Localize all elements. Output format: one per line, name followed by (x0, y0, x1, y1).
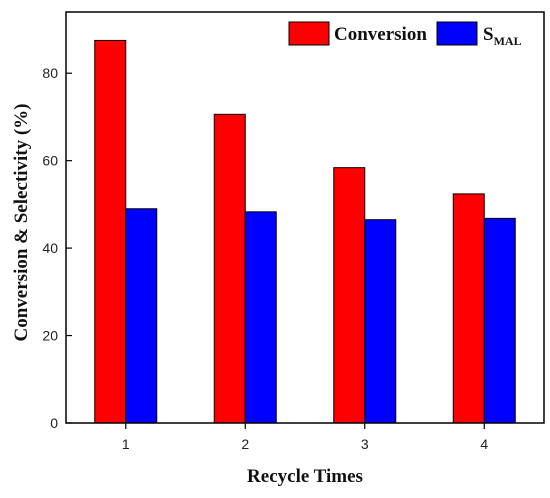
bar-conversion-1 (94, 39, 127, 424)
x-tick-label-2: 2 (241, 436, 249, 452)
bar-conversion-2 (213, 113, 246, 424)
legend-swatch-conversion (288, 21, 330, 46)
legend-swatch-smal (436, 21, 478, 46)
bar-smal-3 (364, 219, 397, 424)
bar-smal-2 (244, 211, 277, 424)
legend: Conversion SMAL (288, 21, 522, 48)
legend-label-conversion: Conversion (334, 24, 427, 45)
y-axis-label: Conversion & Selectivity (%) (11, 104, 32, 342)
plot-frame (65, 11, 545, 424)
x-tick-label-1: 1 (122, 436, 130, 452)
bar-conversion-4 (452, 193, 485, 424)
legend-label-smal: SMAL (483, 24, 522, 48)
bar-smal-1 (125, 208, 158, 424)
y-tick-label-20: 20 (42, 328, 58, 344)
x-axis-ticks: 1 2 3 4 (122, 423, 488, 452)
legend-label-smal-main: S (483, 24, 494, 45)
legend-label-smal-subscript: MAL (494, 34, 522, 48)
y-tick-label-0: 0 (50, 415, 58, 431)
bars-group (94, 39, 516, 424)
y-tick-label-80: 80 (42, 65, 58, 81)
y-tick-label-40: 40 (42, 240, 58, 256)
x-tick-label-4: 4 (480, 436, 488, 452)
bar-conversion-3 (333, 167, 366, 424)
y-axis-ticks: 0 20 40 60 80 (42, 65, 72, 431)
x-tick-label-3: 3 (361, 436, 369, 452)
y-tick-label-60: 60 (42, 153, 58, 169)
x-axis-label: Recycle Times (247, 466, 363, 487)
bar-smal-4 (483, 217, 516, 424)
